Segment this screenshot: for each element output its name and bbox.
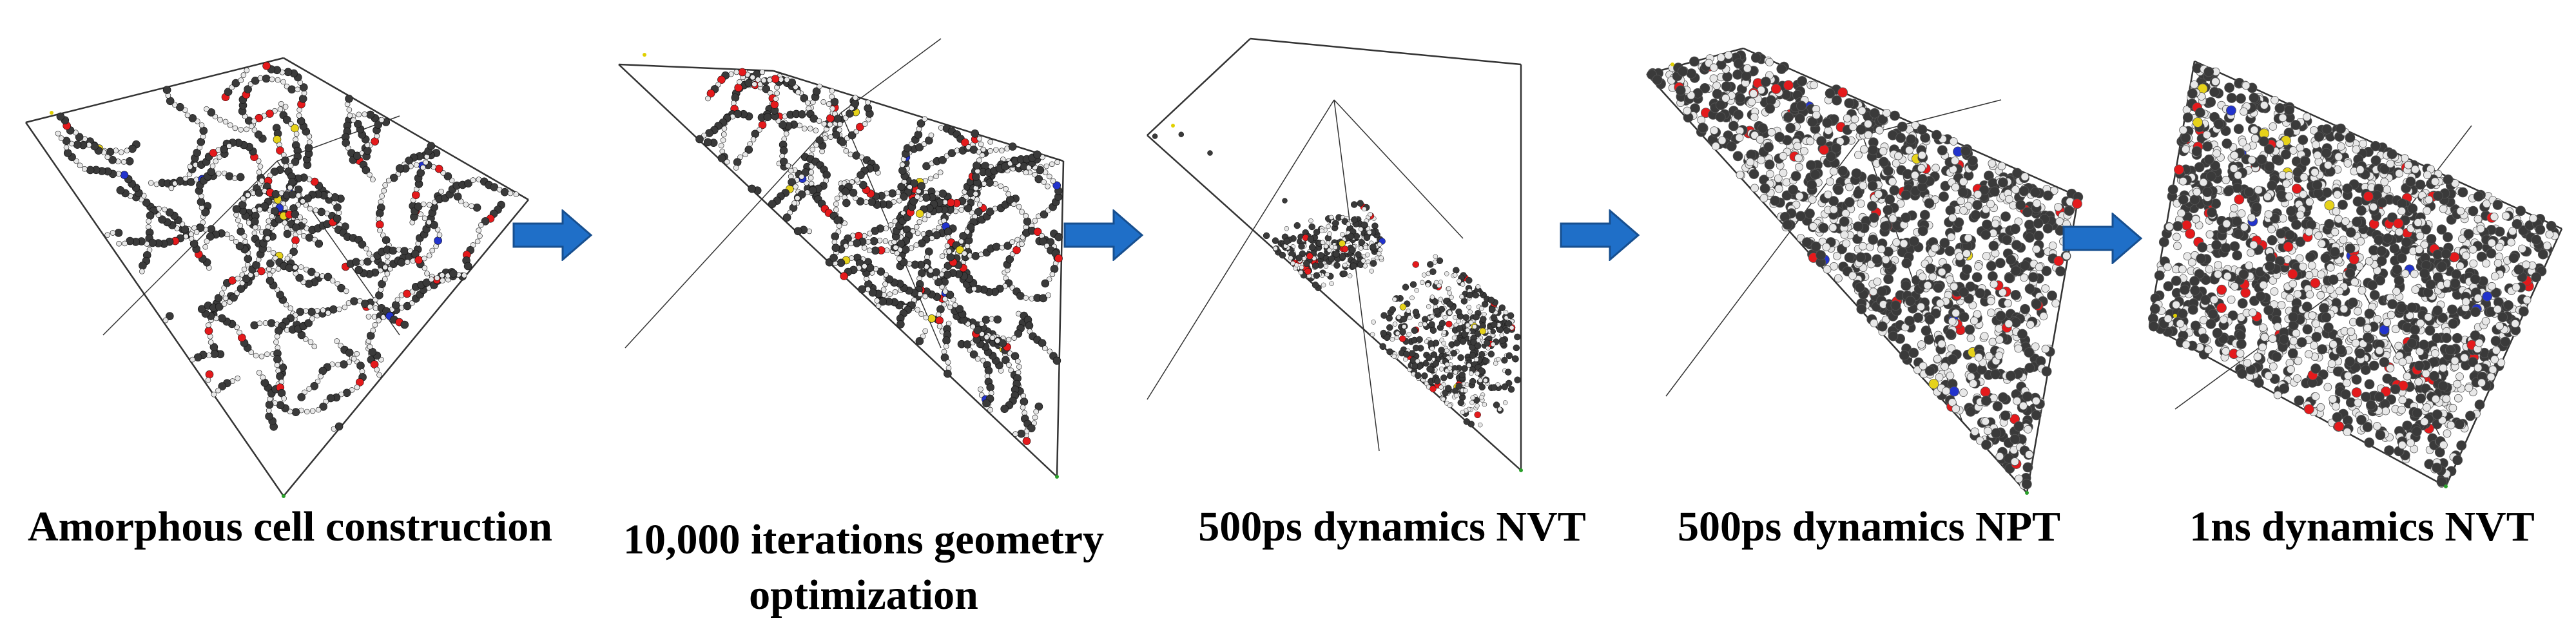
stage-label-geometry-optimization: 10,000 iterations geometry optimization [580, 512, 1147, 623]
stage-label-nvt-1ns: 1ns dynamics NVT [2156, 499, 2568, 555]
stage-label-amorphous-cell: Amorphous cell construction [6, 499, 574, 555]
simulation-cell-nvt-1ns [2136, 48, 2575, 493]
flow-arrow-3 [1560, 209, 1640, 261]
stage-label-nvt-500ps: 500ps dynamics NVT [1160, 499, 1624, 555]
simulation-cell-amorphous [13, 0, 541, 503]
stage-label-npt-500ps: 500ps dynamics NPT [1637, 499, 2101, 555]
flow-arrow-2 [1063, 209, 1144, 261]
flow-arrow-4 [2062, 213, 2143, 264]
simulation-cell-nvt-500ps [1141, 26, 1534, 490]
simulation-cell-geometry-optimization [606, 13, 1083, 503]
flow-arrow-1 [512, 209, 593, 261]
simulation-cell-npt-500ps [1640, 35, 2085, 493]
